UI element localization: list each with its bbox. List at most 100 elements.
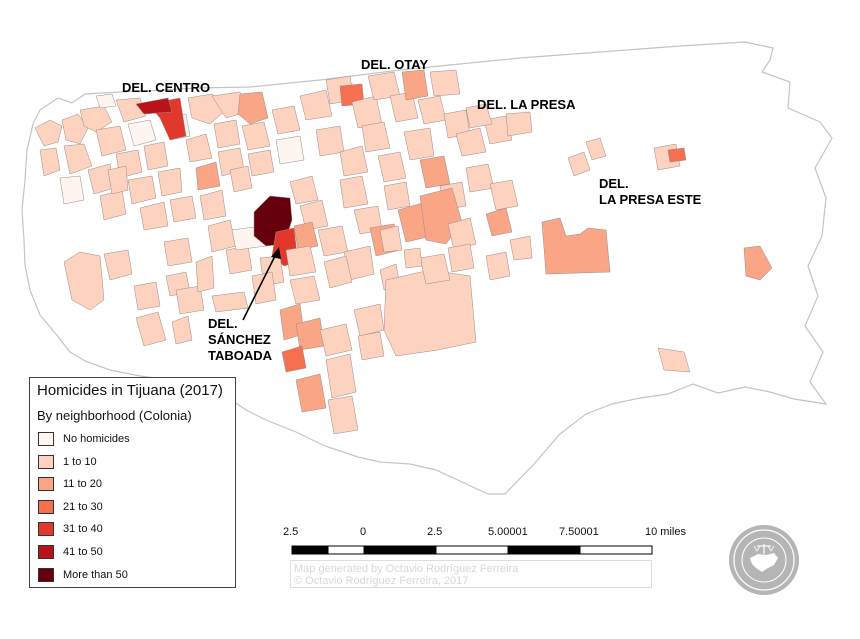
- neighborhood-polygon: [509, 235, 533, 261]
- legend-swatch: [38, 545, 54, 559]
- neighborhood-polygon: [133, 281, 161, 311]
- neighborhood-polygon: [95, 93, 117, 109]
- legend-item-label: 1 to 10: [63, 456, 97, 468]
- neighborhood-polygon: [377, 151, 407, 183]
- neighborhood-polygon: [295, 317, 325, 351]
- scale-label: 2.5: [283, 526, 299, 538]
- legend-item: 11 to 20: [38, 475, 102, 493]
- neighborhood-polygon: [175, 285, 205, 315]
- neighborhood-polygon: [541, 217, 611, 275]
- neighborhood-polygon: [289, 175, 319, 205]
- neighborhood-polygon: [247, 149, 275, 177]
- neighborhood-polygon: [339, 175, 369, 209]
- neighborhood-polygon: [135, 311, 167, 347]
- neighborhood-polygon: [127, 119, 157, 147]
- neighborhood-polygon: [357, 331, 385, 361]
- legend-swatch: [38, 477, 54, 491]
- neighborhood-polygon: [403, 247, 423, 269]
- neighborhood-polygon: [34, 119, 63, 147]
- neighborhood-polygon: [61, 113, 89, 145]
- neighborhood-polygon: [285, 245, 317, 277]
- justice-in-mexico-seal-icon: [729, 525, 799, 595]
- credit-line-2: © Octavio Rodríguez Ferreira, 2017: [294, 575, 469, 587]
- district-pointer-arrowhead: [271, 247, 281, 259]
- legend-item: 31 to 40: [38, 520, 103, 538]
- neighborhood-polygon: [447, 243, 475, 273]
- map-credit: Map generated by Octavio Rodríguez Ferre…: [290, 560, 652, 588]
- legend-swatch: [38, 568, 54, 582]
- neighborhood-polygon: [419, 253, 451, 285]
- legend-item-label: 21 to 30: [63, 501, 103, 513]
- scale-label: 2.5: [427, 526, 443, 538]
- neighborhood-polygon: [163, 237, 193, 267]
- neighborhood-polygon: [211, 291, 249, 313]
- neighborhood-polygon: [361, 121, 391, 153]
- neighborhood-polygon: [447, 217, 477, 251]
- neighborhood-polygon: [195, 255, 215, 293]
- neighborhood-polygon: [567, 151, 591, 177]
- neighborhood-polygon: [319, 323, 353, 357]
- neighborhood-polygons: [34, 69, 773, 435]
- neighborhood-polygon: [293, 221, 319, 251]
- legend-item: More than 50: [38, 566, 128, 584]
- neighborhood-polygon: [199, 189, 227, 221]
- neighborhood-polygon: [465, 103, 493, 129]
- neighborhood-polygon: [39, 147, 61, 177]
- neighborhood-polygon: [135, 97, 173, 115]
- neighborhood-polygon: [157, 167, 183, 197]
- neighborhood-polygon: [325, 353, 357, 399]
- neighborhood-polygon: [389, 91, 419, 123]
- neighborhood-polygon: [323, 255, 353, 289]
- district-label-sanchez-taboada: DEL. SÁNCHEZ TABOADA: [208, 316, 273, 363]
- legend-swatch: [38, 455, 54, 469]
- district-label-la-presa: DEL. LA PRESA: [477, 97, 576, 112]
- neighborhood-polygon: [275, 135, 305, 165]
- district-label-centro: DEL. CENTRO: [122, 80, 211, 95]
- neighborhood-polygon: [505, 111, 533, 137]
- neighborhood-polygon: [299, 89, 333, 121]
- neighborhood-polygon: [489, 179, 519, 211]
- legend-item: 21 to 30: [38, 498, 103, 516]
- legend-item: No homicides: [38, 430, 130, 448]
- legend-item-label: 41 to 50: [63, 546, 103, 558]
- neighborhood-polygon: [229, 165, 253, 193]
- legend-title: Homicides in Tijuana (2017): [37, 382, 223, 399]
- legend-item: 1 to 10: [38, 453, 97, 471]
- neighborhood-polygon: [485, 251, 511, 281]
- district-label-otay: DEL. OTAY: [361, 57, 429, 72]
- neighborhood-polygon: [485, 207, 513, 237]
- neighborhood-polygon: [403, 127, 435, 161]
- neighborhood-polygon: [95, 125, 127, 157]
- neighborhood-polygon: [585, 137, 607, 161]
- scale-label: 7.50001: [559, 526, 599, 538]
- legend-item-label: 31 to 40: [63, 523, 103, 535]
- neighborhood-polygon: [185, 133, 213, 163]
- legend-item-label: More than 50: [63, 569, 128, 581]
- neighborhood-polygon: [127, 175, 157, 205]
- neighborhood-polygon: [379, 225, 403, 253]
- legend-swatch: [38, 500, 54, 514]
- neighborhood-polygon: [327, 395, 359, 435]
- legend-subtitle: By neighborhood (Colonia): [37, 408, 192, 423]
- legend-item-label: No homicides: [63, 433, 130, 445]
- neighborhood-polygon: [281, 345, 307, 373]
- neighborhood-polygon: [383, 181, 411, 211]
- scale-label: 10 miles: [645, 526, 686, 538]
- credit-line-1: Map generated by Octavio Rodríguez Ferre…: [294, 563, 519, 575]
- neighborhood-polygon: [143, 141, 169, 171]
- neighborhood-polygon: [251, 271, 277, 305]
- neighborhood-polygon: [299, 199, 329, 231]
- map-legend: Homicides in Tijuana (2017) By neighborh…: [29, 377, 236, 588]
- legend-item: 41 to 50: [38, 543, 103, 561]
- neighborhood-polygon: [657, 347, 691, 373]
- neighborhood-polygon: [455, 127, 487, 157]
- neighborhood-polygon: [237, 91, 269, 125]
- neighborhood-polygon: [429, 69, 461, 97]
- neighborhood-polygon: [315, 125, 345, 157]
- neighborhood-polygon: [295, 373, 327, 413]
- neighborhood-polygon: [103, 249, 133, 281]
- neighborhood-polygon: [195, 161, 221, 191]
- neighborhood-polygon: [139, 201, 169, 231]
- neighborhood-polygon: [401, 69, 429, 101]
- neighborhood-polygon: [63, 143, 93, 175]
